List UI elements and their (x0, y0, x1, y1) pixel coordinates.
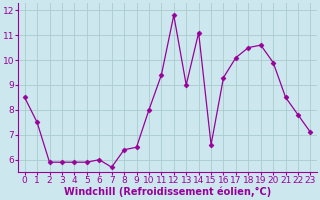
X-axis label: Windchill (Refroidissement éolien,°C): Windchill (Refroidissement éolien,°C) (64, 187, 271, 197)
